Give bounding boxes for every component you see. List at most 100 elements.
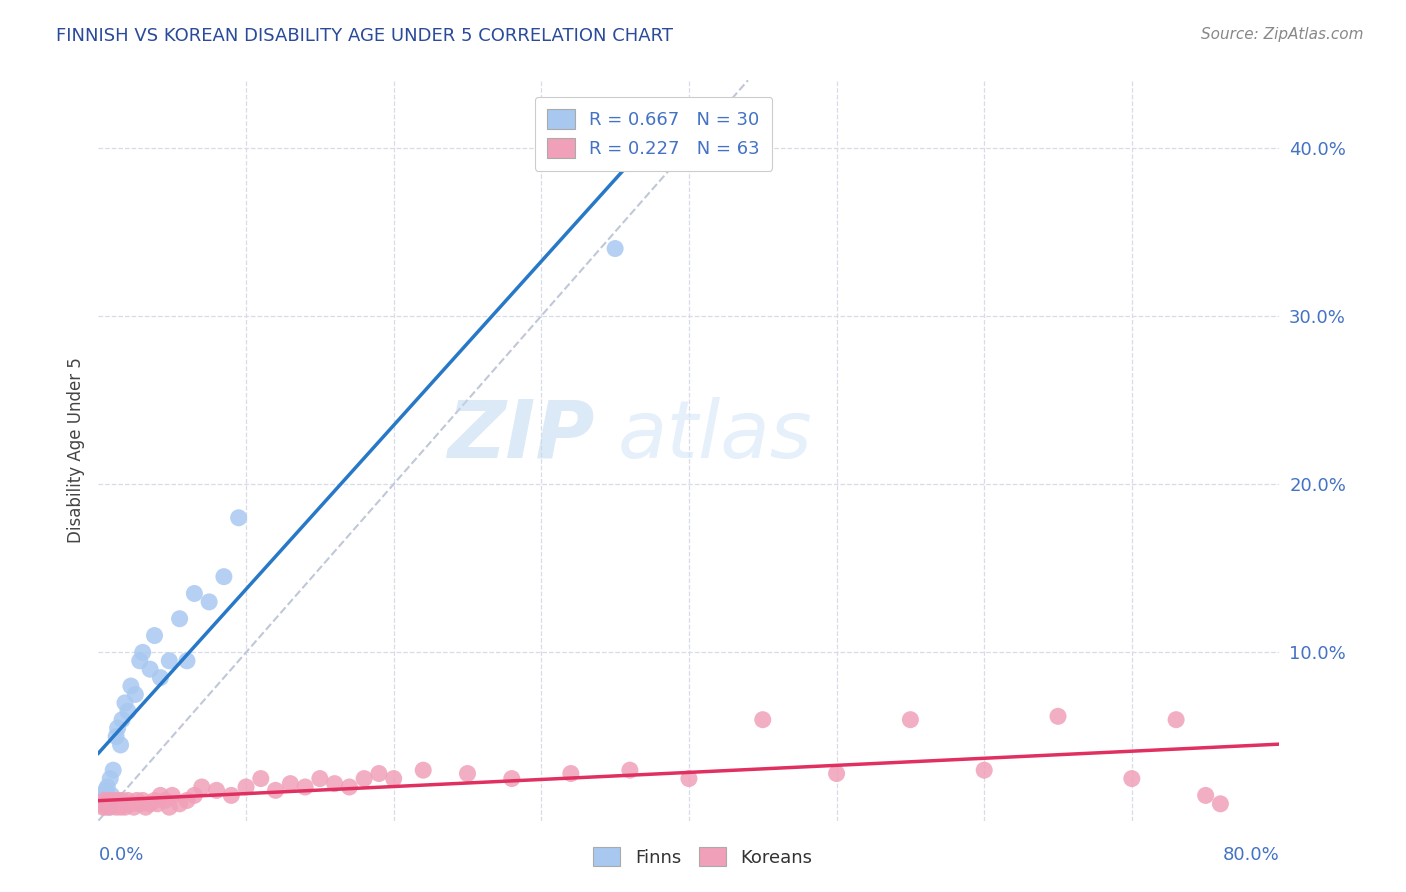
Point <box>97 793 120 807</box>
Point <box>176 654 198 668</box>
Point <box>143 793 166 807</box>
Point <box>124 688 146 702</box>
Point <box>91 793 114 807</box>
Point <box>1121 772 1143 786</box>
Point <box>112 797 135 811</box>
Point <box>93 793 115 807</box>
Point <box>128 654 150 668</box>
Point <box>114 800 136 814</box>
Point <box>98 800 121 814</box>
Point <box>191 780 214 794</box>
Point <box>149 671 172 685</box>
Point <box>110 800 132 814</box>
Text: Source: ZipAtlas.com: Source: ZipAtlas.com <box>1201 27 1364 42</box>
Point <box>107 721 129 735</box>
Point <box>157 654 180 668</box>
Point <box>110 738 132 752</box>
Point <box>825 766 848 780</box>
Point <box>111 713 134 727</box>
Point <box>605 242 627 256</box>
Point <box>228 510 250 524</box>
Point <box>135 800 157 814</box>
Point <box>169 797 191 811</box>
Point <box>91 800 114 814</box>
Point <box>143 628 166 642</box>
Text: 0.0%: 0.0% <box>98 846 143 863</box>
Point <box>103 763 125 777</box>
Point <box>212 569 235 583</box>
Legend: Finns, Koreans: Finns, Koreans <box>586 840 820 874</box>
Point <box>117 704 139 718</box>
Point <box>122 800 145 814</box>
Point <box>100 789 122 803</box>
Point <box>183 789 205 803</box>
Point <box>94 783 117 797</box>
Point <box>96 797 118 811</box>
Point <box>105 800 128 814</box>
Point <box>198 595 221 609</box>
Point <box>235 780 257 794</box>
Point <box>90 797 112 811</box>
Point <box>103 793 125 807</box>
Point <box>900 713 922 727</box>
Point <box>97 800 120 814</box>
Point <box>132 645 155 659</box>
Point <box>183 586 205 600</box>
Point <box>250 772 273 786</box>
Point <box>339 780 361 794</box>
Point <box>96 780 118 794</box>
Point <box>90 797 112 811</box>
Point <box>100 797 122 811</box>
Point <box>98 772 121 786</box>
Point <box>309 772 332 786</box>
Point <box>457 766 479 780</box>
Text: ZIP: ZIP <box>447 397 595 475</box>
Point <box>111 793 134 807</box>
Point <box>264 783 287 797</box>
Point <box>139 797 162 811</box>
Point <box>162 789 183 803</box>
Point <box>619 763 641 777</box>
Point <box>412 763 434 777</box>
Point <box>149 789 172 803</box>
Point <box>1166 713 1188 727</box>
Point <box>353 772 375 786</box>
Point <box>125 793 148 807</box>
Point <box>128 797 150 811</box>
Point <box>153 793 176 807</box>
Point <box>93 789 115 803</box>
Point <box>368 766 391 780</box>
Point <box>114 696 136 710</box>
Point <box>205 783 228 797</box>
Point <box>1209 797 1232 811</box>
Point <box>1046 709 1070 723</box>
Point <box>382 772 405 786</box>
Point <box>146 797 169 811</box>
Point <box>752 713 775 727</box>
Point <box>94 800 117 814</box>
Point <box>157 800 180 814</box>
Point <box>501 772 523 786</box>
Point <box>678 772 700 786</box>
Point <box>108 797 131 811</box>
Point <box>176 793 198 807</box>
Point <box>132 793 155 807</box>
Point <box>120 797 142 811</box>
Point <box>221 789 243 803</box>
Legend: R = 0.667   N = 30, R = 0.227   N = 63: R = 0.667 N = 30, R = 0.227 N = 63 <box>534 96 772 170</box>
Point <box>139 662 162 676</box>
Text: atlas: atlas <box>619 397 813 475</box>
Point <box>560 766 582 780</box>
Point <box>169 612 191 626</box>
Text: 80.0%: 80.0% <box>1223 846 1279 863</box>
Point <box>294 780 316 794</box>
Point <box>117 793 139 807</box>
Point <box>1195 789 1218 803</box>
Point <box>973 763 995 777</box>
Y-axis label: Disability Age Under 5: Disability Age Under 5 <box>66 358 84 543</box>
Point <box>105 730 128 744</box>
Point <box>120 679 142 693</box>
Point <box>323 776 346 791</box>
Point <box>107 793 129 807</box>
Text: FINNISH VS KOREAN DISABILITY AGE UNDER 5 CORRELATION CHART: FINNISH VS KOREAN DISABILITY AGE UNDER 5… <box>56 27 673 45</box>
